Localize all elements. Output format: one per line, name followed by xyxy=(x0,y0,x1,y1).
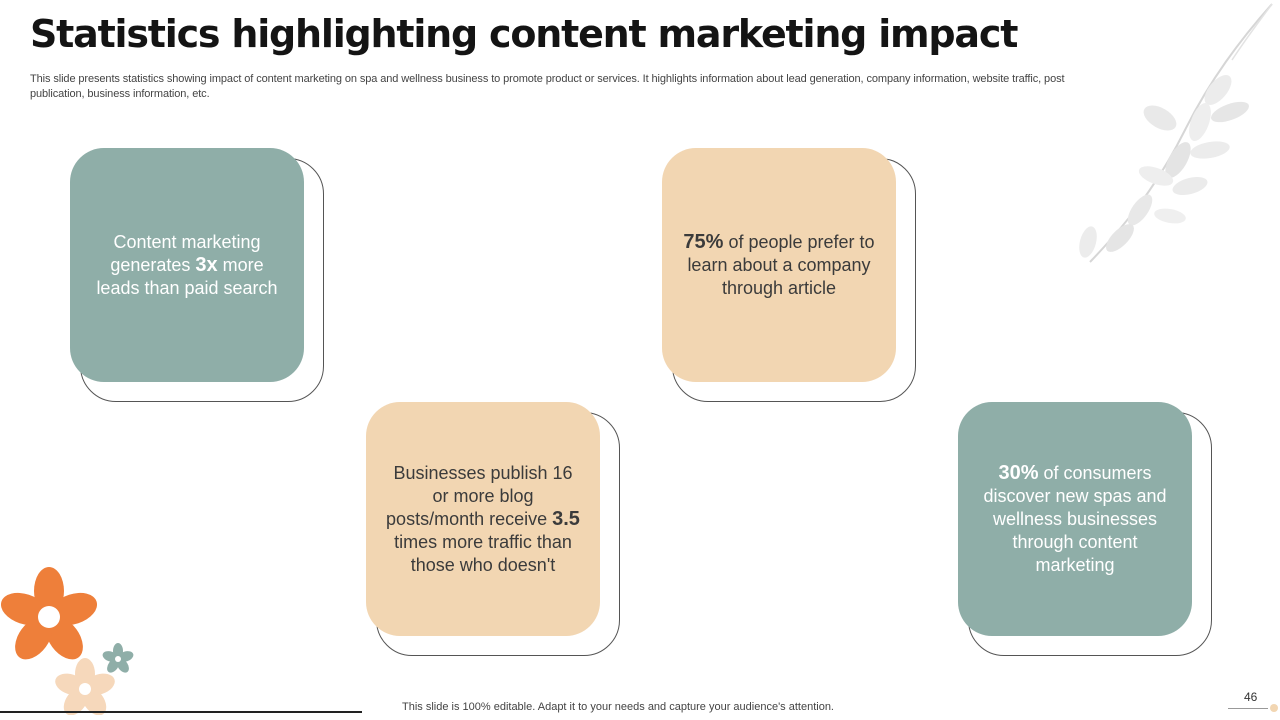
footer-note: This slide is 100% editable. Adapt it to… xyxy=(402,701,834,713)
page-number: 46 xyxy=(1244,690,1258,704)
stat-card-discovery: 30% of consumers discover new spas and w… xyxy=(958,402,1212,656)
card-highlight: 3.5 xyxy=(552,507,580,530)
card-text-after: of consumers discover new spas and welln… xyxy=(983,462,1167,575)
card-face: Content marketing generates 3x more lead… xyxy=(70,148,304,382)
card-highlight: 75% xyxy=(683,230,724,253)
card-text: Content marketing generates 3x more lead… xyxy=(88,231,286,300)
card-highlight: 3x xyxy=(195,253,218,276)
card-face: 30% of consumers discover new spas and w… xyxy=(958,402,1192,636)
stat-card-blog-traffic: Businesses publish 16 or more blog posts… xyxy=(366,402,620,656)
footer-divider xyxy=(0,711,362,713)
stat-card-company-info: 75% of people prefer to learn about a co… xyxy=(662,148,916,402)
card-face: Businesses publish 16 or more blog posts… xyxy=(366,402,600,636)
card-text-after: of people prefer to learn about a compan… xyxy=(687,231,875,298)
card-text: 30% of consumers discover new spas and w… xyxy=(976,462,1174,577)
card-highlight: 30% xyxy=(998,461,1039,484)
leaf-branch-icon xyxy=(1079,3,1273,263)
card-text-after: times more traffic than those who doesn'… xyxy=(394,531,572,575)
card-text-after: more leads than paid search xyxy=(96,254,278,298)
card-text-before: Businesses publish 16 or more blog posts… xyxy=(386,462,573,529)
card-text: 75% of people prefer to learn about a co… xyxy=(680,231,878,300)
flower-cluster-icon xyxy=(0,567,134,715)
card-text-before: Content marketing generates xyxy=(110,231,261,275)
stat-card-leads: Content marketing generates 3x more lead… xyxy=(70,148,324,402)
card-face: 75% of people prefer to learn about a co… xyxy=(662,148,896,382)
slide-description: This slide presents statistics showing i… xyxy=(30,73,1065,100)
card-text: Businesses publish 16 or more blog posts… xyxy=(384,462,582,577)
slide-title: Statistics highlighting content marketin… xyxy=(30,12,1018,56)
page-dot-icon xyxy=(1270,704,1278,712)
page-number-underline xyxy=(1228,708,1268,709)
